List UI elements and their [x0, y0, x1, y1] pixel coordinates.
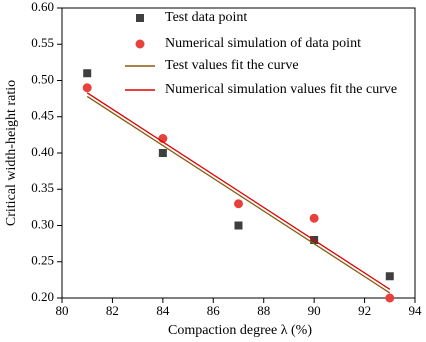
x-tick-label: 90 — [308, 303, 321, 318]
data-point — [385, 272, 394, 281]
y-tick-label: 0.55 — [31, 35, 54, 50]
x-tick-label: 94 — [409, 303, 423, 318]
x-tick-label: 92 — [358, 303, 371, 318]
legend-label: Numerical simulation of data point — [165, 36, 361, 51]
fit-line — [86, 92, 391, 290]
data-point — [309, 213, 319, 223]
y-tick-label: 0.35 — [31, 180, 54, 195]
y-axis-label: Critical width-height ratio — [4, 80, 19, 226]
legend-swatch — [135, 39, 145, 49]
x-axis-label: Compaction degree λ (%) — [168, 323, 312, 338]
y-tick-label: 0.60 — [31, 0, 54, 14]
data-point — [385, 293, 395, 303]
data-point — [82, 83, 92, 93]
y-tick-label: 0.50 — [31, 71, 54, 86]
data-point — [83, 69, 92, 78]
y-tick-label: 0.45 — [31, 108, 54, 123]
data-point — [234, 199, 243, 209]
x-tick-label: 86 — [207, 303, 221, 318]
x-tick-label: 80 — [56, 303, 69, 318]
legend-label: Test values fit the curve — [165, 58, 299, 73]
y-tick-label: 0.40 — [31, 144, 54, 159]
y-tick-label: 0.25 — [31, 253, 54, 268]
data-point — [158, 149, 167, 157]
legend-swatch — [136, 14, 144, 22]
y-tick-label: 0.20 — [31, 289, 54, 304]
fit-line — [86, 95, 391, 294]
legend-label: Test data point — [165, 10, 247, 25]
data-point — [234, 221, 243, 230]
plot-frame — [61, 7, 416, 299]
x-tick-label: 84 — [156, 303, 170, 318]
x-tick-label: 82 — [106, 303, 119, 318]
y-tick-label: 0.30 — [31, 216, 54, 231]
x-tick-label: 88 — [257, 303, 270, 318]
legend-label: Numerical simulation values fit the curv… — [165, 82, 397, 97]
